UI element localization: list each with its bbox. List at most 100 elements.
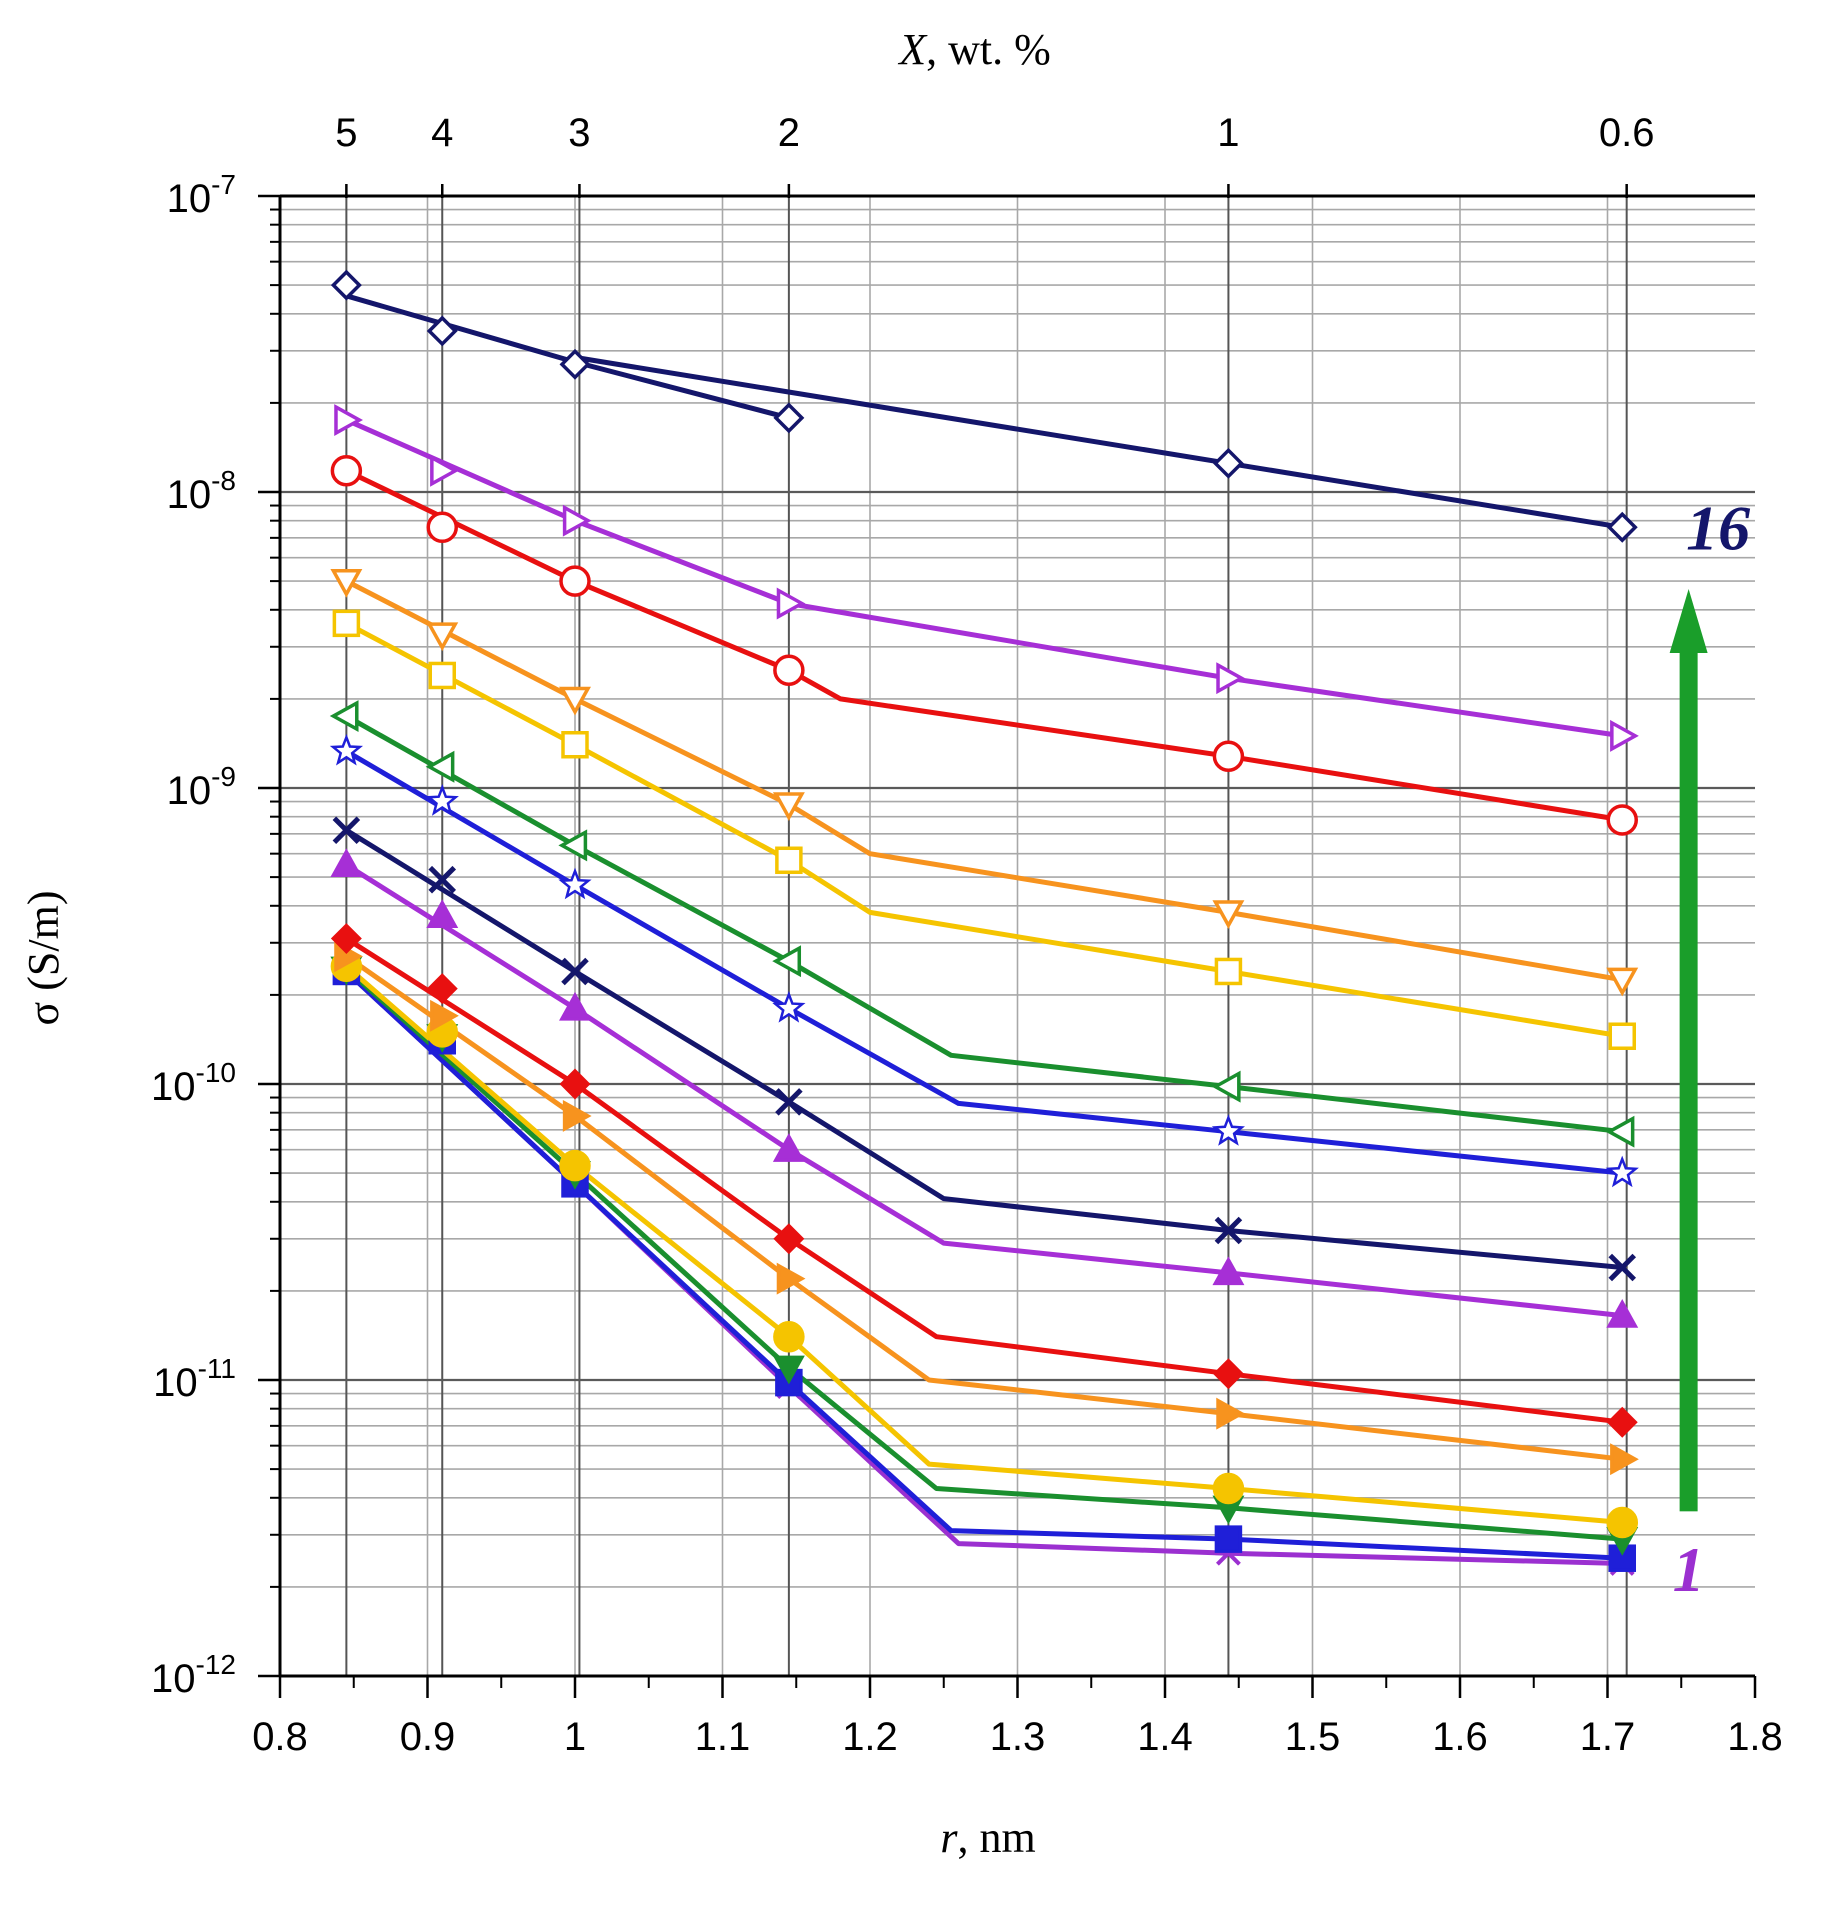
series-13-marker [773,654,805,686]
series-13-marker [426,511,458,544]
series-10-line [345,713,1623,1135]
series-7-marker [330,848,363,878]
series-9-marker [1605,1155,1639,1188]
series-10-marker [1605,1115,1635,1148]
series-4-marker [1212,1472,1245,1505]
series-8-marker-stroke [1214,1216,1243,1245]
x-tick-label: 1.3 [990,1715,1046,1759]
series-11-line [345,621,1623,1039]
series-markers [329,269,1639,1576]
y-tick-label: 10-9 [167,761,236,813]
x-axis-title-unit: , nm [957,1813,1035,1862]
top-tick-label: 2 [778,111,800,155]
top-axis-title: X, wt. % [897,25,1051,74]
y-tick-label: 10-12 [151,1649,236,1701]
series-6-line [345,936,1623,1425]
y-tick-exponent: -7 [211,169,236,200]
series-11-marker [332,609,361,638]
x-tick-label: 1.8 [1727,1715,1783,1759]
series-13-line [345,468,1623,823]
series-11-marker [428,661,456,690]
series-4-marker [1606,1506,1638,1539]
series-14-line [345,417,1623,739]
series-12-marker [330,568,363,598]
annotations: 16 1 [1669,492,1750,1605]
series-11-marker [1608,1022,1636,1050]
series-8-marker [775,1088,803,1116]
series-16-line [574,354,1623,530]
series-11-marker [1214,957,1243,986]
y-tick-base: 10 [153,1361,198,1405]
y-tick-base: 10 [167,769,212,813]
series-4-marker [773,1320,805,1353]
series-8-marker-stroke [332,816,361,844]
series-8-marker [428,865,457,894]
series-6-marker [559,1068,591,1100]
series-8-marker [561,957,589,986]
series-16-marker [1606,511,1638,543]
series-label-16: 16 [1686,492,1750,563]
y-tick-base: 10 [151,1657,196,1701]
series-9-marker [1211,1114,1245,1146]
x-tick-label: 1.5 [1285,1715,1341,1759]
series-5-line [344,954,1623,1462]
top-tick-label: 3 [568,111,590,155]
series-10-marker [558,829,588,862]
series-8-marker-stroke [775,1088,803,1116]
y-tick-base: 10 [167,177,212,221]
series-12-marker [426,622,459,652]
series-lines [344,293,1623,1566]
y-tick-exponent: -10 [196,1057,236,1088]
series-13-marker [1212,740,1245,773]
series-9-marker [558,867,592,900]
series-7-line [345,862,1623,1319]
y-tick-label: 10-10 [151,1057,236,1109]
series-10-marker [772,945,802,978]
series-8-marker [332,816,361,844]
series-4-marker [559,1149,591,1182]
green-arrow-shaft [1679,649,1698,1512]
series-12-line [345,578,1623,983]
y-tick-label: 10-7 [167,169,236,221]
series-7-marker [1606,1299,1639,1328]
series-15-marker [559,348,591,380]
top-axis-title-var: X [897,25,928,74]
x-tick-label: 1.6 [1432,1715,1488,1759]
series-2-marker [1214,1525,1243,1553]
top-tick-label: 5 [335,111,357,155]
series-8-marker-stroke [1608,1253,1637,1282]
y-axis-title: σ (S/m) [19,891,68,1026]
x-tick-label: 1.4 [1137,1715,1193,1759]
series-14-marker [430,454,459,487]
y-tick-label: 10-8 [167,465,236,517]
series-12-marker [559,686,591,716]
series-14-marker [334,404,363,437]
x-tick-label: 1.7 [1580,1715,1636,1759]
series-8-marker-stroke [561,957,589,986]
series-12-marker [1212,900,1245,929]
series-7-marker [559,991,591,1021]
series-2-line [344,969,1623,1561]
series-8-marker [1608,1253,1637,1282]
y-tick-label: 10-11 [153,1353,236,1405]
top-axis-title-unit: , wt. % [926,25,1051,74]
series-8-line [345,828,1623,1270]
top-tick-label: 1 [1217,111,1239,155]
series-5-marker [562,1099,592,1132]
series-3-marker [772,1355,805,1385]
top-tick-label: 0.6 [1599,111,1655,155]
series-6-marker [426,973,458,1005]
series-15-marker [773,402,805,434]
y-tick-exponent: -8 [211,465,236,496]
tick-labels: 0.8 0.9 1 1.1 1.2 1.3 1.4 1.5 1.6 1.7 1.8 5 4 3 2 1 0.6 1… [151,111,1783,1759]
series-6-marker [773,1223,805,1255]
series-14-marker [1610,719,1639,752]
x-tick-label: 0.8 [252,1715,308,1759]
series-9-line [345,749,1623,1176]
series-8-marker [1214,1216,1243,1245]
x-tick-label: 1 [564,1715,586,1759]
series-5-marker [1610,1443,1639,1476]
y-tick-base: 10 [167,473,212,517]
series-8-marker-stroke [428,865,457,894]
